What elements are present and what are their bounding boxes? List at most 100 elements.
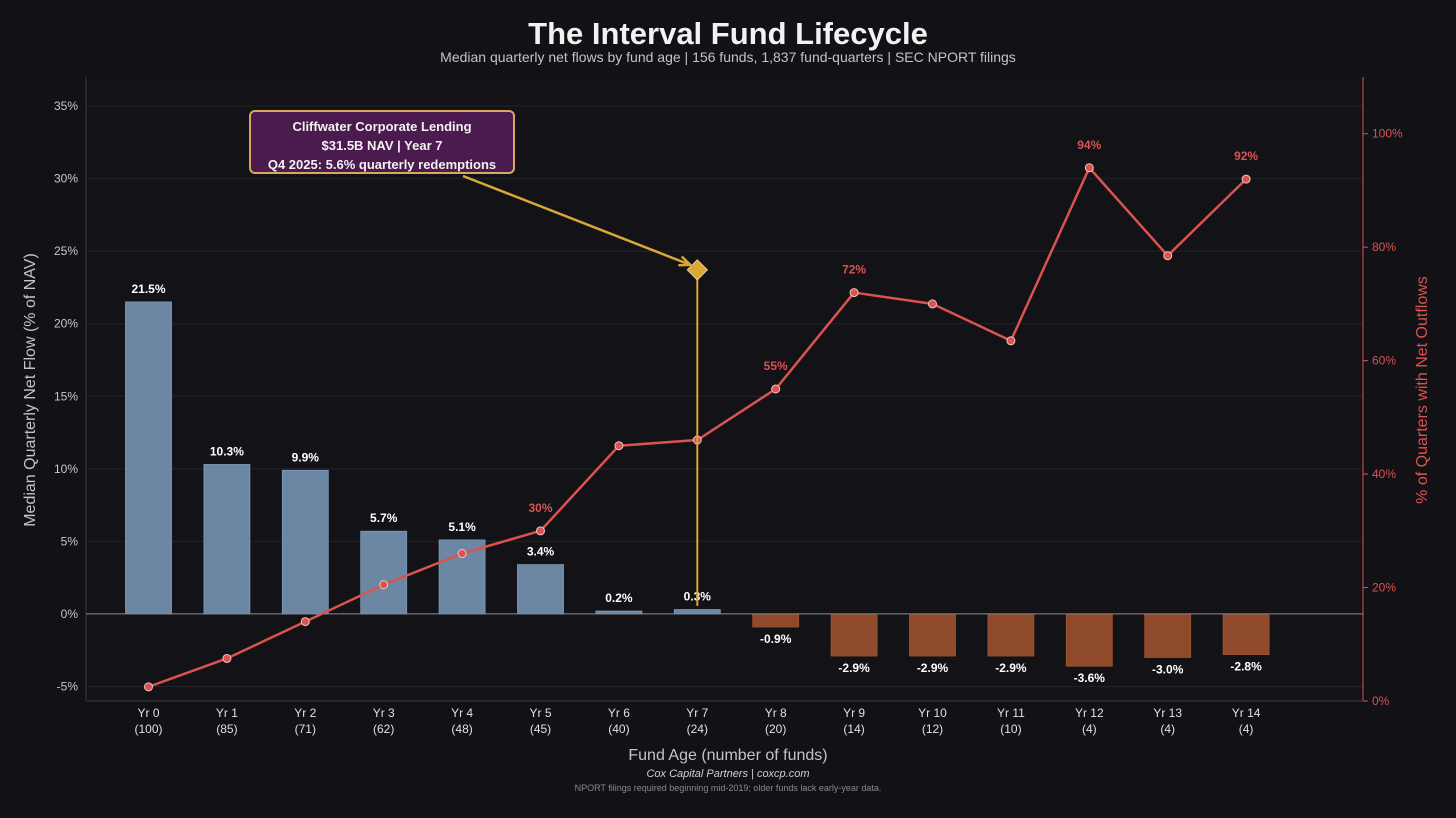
x-tick-count: (45) [530,722,551,736]
arrow-head [678,255,694,267]
bar [1065,613,1113,667]
annotation-arrow [462,174,691,267]
x-tick-count: (48) [451,722,472,736]
y2-tick-label: 80% [1372,240,1396,254]
line-point [144,682,153,692]
x-tick-label: Yr 3 [373,706,395,720]
y-tick-label: 25% [54,244,78,258]
bar-value-label: -0.9% [760,632,792,646]
line-point [928,299,937,309]
axes: -5% 0% 5% 10% 15% 20% 25% 30% 35% 0% 20% 40% 60% 80% 1… [54,77,1403,736]
x-tick-count: (85) [216,722,237,736]
bar-value-label: 9.9% [292,450,320,464]
line-point [457,549,467,559]
x-tick-label: Yr 0 [137,706,159,720]
x-tick-label: Yr 2 [294,706,316,720]
line-point [536,526,545,536]
x-tick-label: Yr 14 [1232,706,1261,720]
y-tick-label: -5% [57,679,79,693]
x-tick-label: Yr 6 [608,706,630,720]
annotation-line-2: $31.5B NAV | Year 7 [321,138,443,153]
line-point [379,580,389,590]
line-value-label: 92% [1234,149,1258,163]
x-tick-label: Yr 12 [1075,706,1104,720]
line-point [300,617,310,627]
footer-note: NPORT filings required beginning mid-201… [574,783,882,793]
bar [987,613,1035,657]
x-tick-count: (100) [134,722,162,736]
highlight-diamond [686,259,709,281]
x-tick-count: (40) [608,722,629,736]
y-tick-label: 30% [54,172,78,186]
x-axis-label: Fund Age (number of funds) [628,747,828,764]
bar-value-label: 10.3% [210,444,244,458]
bar [203,464,251,615]
annotation-box: Cliffwater Corporate Lending $31.5B NAV … [249,110,515,174]
x-tick-label: Yr 13 [1153,706,1182,720]
highlight-group [462,174,709,606]
line-point [1006,336,1016,346]
bar-value-label: -3.0% [1152,662,1184,676]
line-point [222,653,232,663]
y-axis-label: Median Quarterly Net Flow (% of NAV) [22,253,39,527]
chart-subtitle: Median quarterly net flows by fund age |… [440,49,1016,65]
y-tick-label: 20% [54,317,78,331]
bar-value-label: 21.5% [131,282,165,296]
x-tick-count: (4) [1082,722,1097,736]
chart-title: The Interval Fund Lifecycle [528,16,928,51]
bar-value-label: -3.6% [1074,671,1106,685]
y2-axis-label: % of Quarters with Net Outflows [1414,276,1431,504]
x-tick-label: Yr 9 [843,706,865,720]
bar [752,613,800,628]
x-tick-count: (4) [1160,722,1175,736]
line-value-label: 55% [764,359,788,373]
line-value-label: 72% [842,263,866,277]
x-tick-label: Yr 4 [451,706,473,720]
bar-value-label: 3.4% [527,545,555,559]
bar [360,530,408,615]
y-tick-label: 35% [54,99,78,113]
bar-value-label: 5.1% [448,520,476,534]
data-labels: 21.5%10.3%9.9%5.7%5.1%3.4%0.2%0.3%-0.9%-… [131,138,1262,685]
bar [281,469,329,615]
line-point [614,441,624,451]
x-tick-count: (71) [295,722,316,736]
line-point [771,384,781,394]
line-value-label: 30% [528,501,552,515]
x-tick-label: Yr 10 [918,706,947,720]
line-point [1241,174,1251,184]
bar [673,609,721,615]
bar-value-label: -2.9% [917,661,949,675]
annotation-line-3: Q4 2025: 5.6% quarterly redemptions [267,157,497,172]
bar [830,613,878,657]
bar-value-label: -2.8% [1230,660,1262,674]
line-point [1084,163,1094,173]
x-tick-label: Yr 11 [997,706,1025,720]
annotation-line-1: Cliffwater Corporate Lending [292,119,472,134]
x-tick-count: (62) [373,722,394,736]
x-tick-count: (10) [1000,722,1021,736]
y2-tick-label: 20% [1372,581,1396,595]
bar [1144,613,1192,658]
bar [1222,613,1270,655]
y2-tick-label: 0% [1372,694,1390,708]
bar-value-label: 5.7% [370,511,398,525]
bar-value-label: 0.2% [605,591,633,605]
bar-value-label: -2.9% [838,661,870,675]
x-tick-count: (4) [1239,722,1254,736]
y2-tick-label: 40% [1372,467,1396,481]
x-tick-label: Yr 8 [765,706,787,720]
line-point [1163,251,1173,261]
y2-tick-label: 60% [1372,354,1396,368]
y-tick-label: 10% [54,462,78,476]
y-tick-label: 0% [61,607,79,621]
x-tick-count: (20) [765,722,786,736]
bar [125,301,172,615]
line-value-label: 94% [1077,138,1101,152]
x-tick-label: Yr 5 [529,706,551,720]
x-tick-count: (14) [843,722,864,736]
bar [909,613,956,657]
x-tick-count: (24) [687,722,708,736]
bar-value-label: -2.9% [995,661,1027,675]
